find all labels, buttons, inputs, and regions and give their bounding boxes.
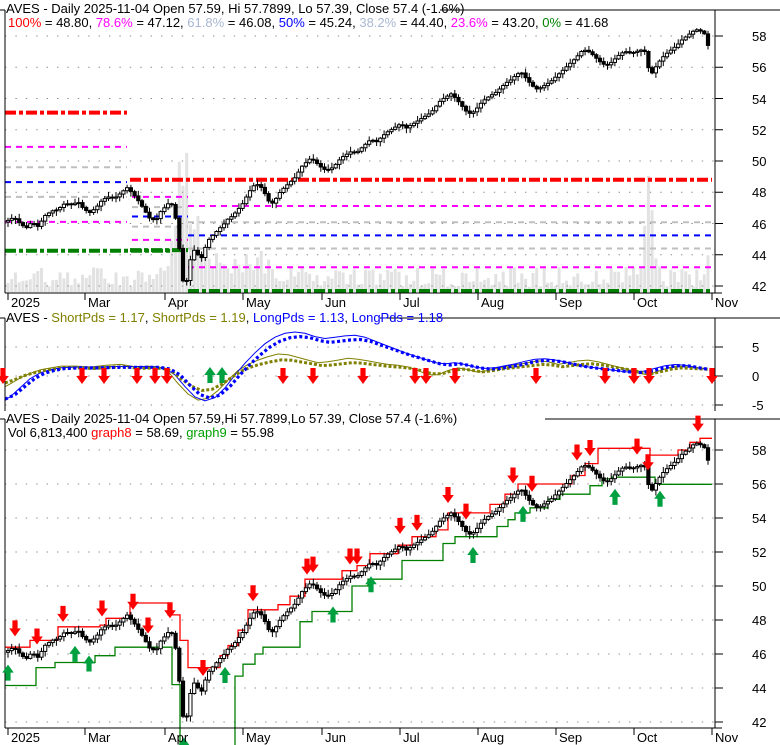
panel1-title-seg-0: AVES - Daily 2025-11-04 Open 57.59, Hi 5… [6, 1, 465, 16]
panel1-fib-legend-seg-12: 0% [542, 15, 562, 30]
p1-month-Oct: Oct [637, 295, 658, 310]
panel3-vol-legend-seg-0: Vol 6,813,400 [8, 425, 92, 440]
panel3-vol-legend-seg-2: = 58.69, [131, 425, 187, 440]
p1-ytick-48: 48 [752, 185, 767, 201]
panel1-fib-legend-seg-8: 38.2% [359, 15, 397, 30]
panel1-fib-legend-seg-3: = 47.12, [132, 15, 188, 30]
panel1-fib-legend-seg-5: = 46.08, [224, 15, 279, 30]
fibonacci-levels [5, 110, 712, 293]
panel1-fib-legend-seg-7: = 45.24, [304, 15, 360, 30]
price-signal-arrows [2, 415, 704, 745]
p3-ytick-44: 44 [752, 681, 767, 696]
p3-month-2025: 2025 [11, 730, 40, 745]
panel3-vol-legend: Vol 6,813,400 graph8 = 58.69, graph9 = 5… [8, 426, 274, 439]
panel1-fib-legend-seg-4: 61.8% [187, 15, 225, 30]
oscillator-signal-arrows [0, 367, 718, 384]
panel1-fib-legend-seg-9: = 44.40, [396, 15, 451, 30]
p3-ytick-48: 48 [752, 613, 767, 628]
candles-bottom [5, 441, 711, 722]
p1-month-May: May [246, 295, 271, 310]
panel1-fib-legend-seg-2: 78.6% [95, 15, 133, 30]
panel2-legend-seg-6: , [344, 310, 352, 325]
p1-ytick-42: 42 [752, 279, 767, 294]
panel1-fib-legend-seg-6: 50% [278, 15, 305, 30]
p3-ytick-52: 52 [752, 545, 767, 560]
p1-ytick-44: 44 [752, 247, 767, 263]
p1-ytick-58: 58 [752, 29, 767, 44]
panel2-legend-seg-2: , [144, 310, 153, 325]
panel3-vol-legend-seg-4: = 55.98 [226, 425, 275, 440]
p3-month-Jul: Jul [403, 730, 420, 745]
p1-ytick-46: 46 [752, 216, 767, 232]
candles-top [5, 28, 711, 286]
panel3-vol-legend-seg-1: graph8 [91, 425, 132, 440]
p3-month-Nov: Nov [715, 730, 739, 745]
p1-month-Jun: Jun [325, 295, 346, 310]
p1-month-Nov: Nov [715, 295, 739, 310]
panel3-vol-legend-seg-3: graph9 [186, 425, 227, 440]
panel1-fib-legend-seg-1: = 48.80, [41, 15, 96, 30]
p1-ytick-56: 56 [752, 60, 767, 76]
p1-month-2025: 2025 [11, 295, 40, 310]
p2-ytick-5: 5 [752, 340, 760, 355]
p1-month-Aug: Aug [481, 295, 505, 310]
p3-month-Mar: Mar [88, 730, 111, 745]
panel2-legend-seg-1: ShortPds = 1.17 [51, 310, 145, 325]
p2-ytick--5: -5 [752, 398, 764, 413]
panel1-title: AVES - Daily 2025-11-04 Open 57.59, Hi 5… [6, 2, 464, 15]
panel-frames [0, 9, 780, 735]
p3-ytick-50: 50 [752, 579, 767, 594]
p1-ytick-54: 54 [752, 91, 767, 107]
trailing-stop-lines [5, 437, 712, 745]
p3-ytick-42: 42 [752, 715, 767, 730]
p1-month-Mar: Mar [88, 295, 111, 310]
p1-month-Apr: Apr [168, 295, 189, 310]
p2-ytick-0: 0 [752, 369, 760, 384]
p1-month-Jul: Jul [403, 295, 420, 310]
panel2-legend-seg-7: LongPds = 1.18 [351, 310, 444, 325]
panel2-title: AVES - ShortPds = 1.17, ShortPds = 1.19,… [6, 311, 443, 324]
panel1-fib-legend-seg-13: = 41.68 [561, 15, 609, 30]
panel2-legend-seg-4: , [245, 310, 253, 325]
panel1-fib-legend-seg-11: = 43.20, [487, 15, 543, 30]
p3-month-Sep: Sep [559, 730, 583, 745]
panel1-fib-legend: 100% = 48.80, 78.6% = 47.12, 61.8% = 46.… [8, 16, 608, 29]
panel1-fib-legend-seg-10: 23.6% [450, 15, 488, 30]
p3-month-May: May [246, 730, 271, 745]
p1-ytick-50: 50 [752, 154, 767, 169]
panel2-legend-seg-5: LongPds = 1.13 [252, 310, 345, 325]
oscillator-lines [5, 331, 711, 402]
p3-month-Oct: Oct [637, 730, 658, 745]
panel1-fib-legend-seg-0: 100% [8, 15, 42, 30]
p3-month-Aug: Aug [481, 730, 505, 745]
p3-ytick-58: 58 [752, 443, 767, 458]
panel2-legend-seg-3: ShortPds = 1.19 [152, 310, 246, 325]
p3-ytick-54: 54 [752, 511, 767, 526]
p1-ytick-52: 52 [752, 122, 767, 138]
p3-month-Apr: Apr [168, 730, 189, 745]
p3-month-Jun: Jun [325, 730, 346, 745]
p1-month-Sep: Sep [559, 295, 583, 310]
panel2-legend-seg-0: AVES - [6, 310, 52, 325]
p3-ytick-56: 56 [752, 477, 767, 492]
panel3-title: AVES - Daily 2025-11-04 Open 57.59,Hi 57… [6, 412, 457, 425]
panel3-title-seg-0: AVES - Daily 2025-11-04 Open 57.59,Hi 57… [6, 411, 458, 426]
p3-ytick-46: 46 [752, 647, 767, 662]
